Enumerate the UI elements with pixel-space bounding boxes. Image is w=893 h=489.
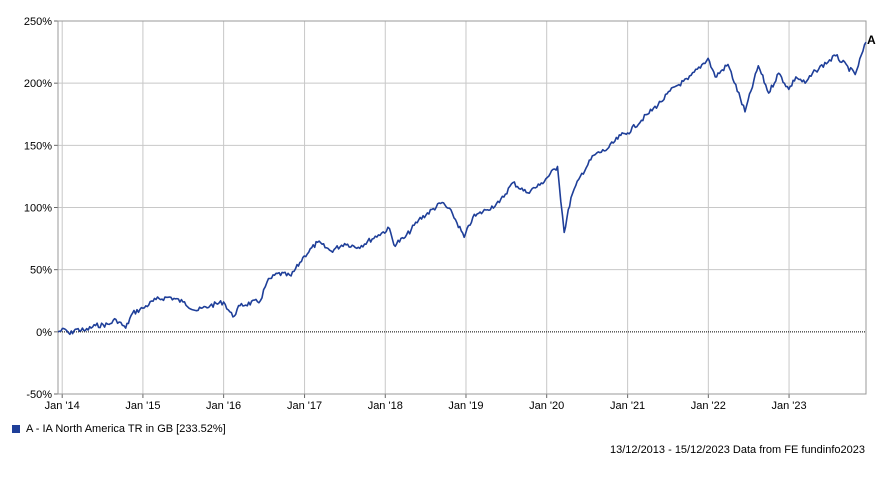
y-tick-label: 100% bbox=[24, 203, 52, 215]
series-end-marker: A bbox=[867, 33, 876, 47]
x-tick-label: Jan '19 bbox=[448, 400, 483, 412]
y-axis-ticks: 250% 200% 150% 100% 50% 0% -50% bbox=[24, 16, 58, 401]
y-tick-label: -50% bbox=[26, 389, 52, 401]
line-chart: 250% 200% 150% 100% 50% 0% -50% Jan '14 Jan '15… bbox=[24, 16, 876, 412]
y-tick-label: 0% bbox=[36, 327, 52, 339]
x-tick-label: Jan '16 bbox=[206, 400, 241, 412]
plot-area-frame bbox=[57, 20, 867, 395]
x-tick-label: Jan '20 bbox=[529, 400, 564, 412]
legend: A - IA North America TR in GB [233.52%] bbox=[12, 423, 226, 435]
series-line-a bbox=[57, 41, 867, 336]
x-tick-label: Jan '17 bbox=[287, 400, 322, 412]
legend-swatch bbox=[12, 425, 20, 433]
legend-label: A - IA North America TR in GB [233.52%] bbox=[26, 423, 226, 435]
y-tick-label: 250% bbox=[24, 16, 52, 28]
x-tick-label: Jan '22 bbox=[691, 400, 726, 412]
grid-lines bbox=[58, 21, 866, 394]
x-tick-label: Jan '21 bbox=[610, 400, 645, 412]
x-tick-label: Jan '15 bbox=[125, 400, 160, 412]
x-tick-label: Jan '23 bbox=[771, 400, 806, 412]
y-tick-label: 200% bbox=[24, 78, 52, 90]
x-tick-label: Jan '18 bbox=[368, 400, 403, 412]
x-tick-label: Jan '14 bbox=[45, 400, 80, 412]
x-axis-ticks: Jan '14 Jan '15 Jan '16 Jan '17 Jan '18 Jan '… bbox=[45, 394, 807, 412]
y-tick-label: 50% bbox=[30, 265, 52, 277]
y-tick-label: 150% bbox=[24, 140, 52, 152]
footer-note: 13/12/2013 - 15/12/2023 Data from FE fun… bbox=[609, 444, 865, 456]
